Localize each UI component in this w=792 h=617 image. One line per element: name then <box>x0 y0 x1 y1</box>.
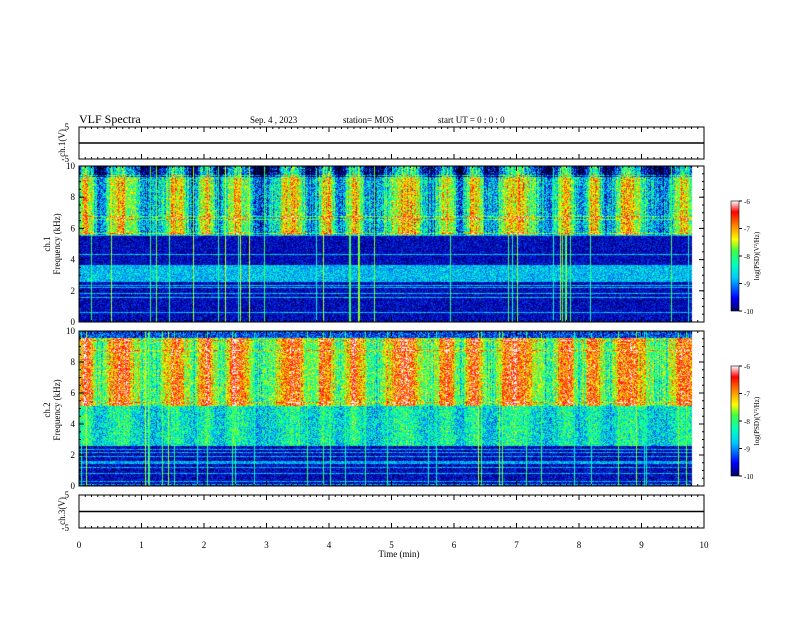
ch3-voltage-ytick-label: 5 <box>65 490 70 500</box>
ch3-voltage-xtick-label: 1 <box>139 540 144 550</box>
colorbar-tick-label: -6 <box>744 363 750 371</box>
ch1-spectrogram-ytick-label: 2 <box>71 286 76 296</box>
ch1-colorbar: -6 -7 -8 -9 -10 log(PSD)(V²/Hz) <box>730 198 761 316</box>
ch1-voltage-panel: 5 -5 <box>62 122 705 164</box>
ch1-frequency-ylabel: Frequency (kHz) <box>52 213 62 274</box>
ch2-channel-label: ch.2 <box>42 402 52 417</box>
ch3-voltage-ylabel: ch.3(V) <box>57 497 67 525</box>
ch1-voltage-ytick-label: 5 <box>65 122 70 132</box>
ch1-spectrogram-panel: 0 2 4 6 8 10 <box>66 161 705 327</box>
ch3-voltage-xtick-label: 7 <box>514 540 519 550</box>
ch1-spectrogram-ytick-label: 8 <box>71 192 76 202</box>
ch3-voltage-panel: 5 -5 0 1 2 3 4 5 6 7 8 9 10 <box>62 490 710 550</box>
ch2-spectrogram-ytick-label: 10 <box>66 326 76 336</box>
ch3-voltage-ytick-label: -5 <box>62 523 70 533</box>
date-label: Sep. 4 , 2023 <box>250 115 298 125</box>
ch1-spectrogram-ytick-label: 6 <box>71 223 76 233</box>
colorbar-tick-label: -7 <box>744 226 750 234</box>
ch2-spectrogram-panel: 0 2 4 6 8 10 <box>66 326 705 491</box>
colorbar-tick-label: -9 <box>744 446 750 454</box>
colorbar-tick-label: -8 <box>744 418 750 426</box>
colorbar-tick-label: -7 <box>744 391 750 399</box>
start-ut-label: start UT = 0 : 0 : 0 <box>438 115 505 125</box>
x-axis-title: Time (min) <box>379 549 420 559</box>
colorbar-scale <box>730 200 740 312</box>
ch1-voltage-ylabel: ch.1(V) <box>57 129 67 157</box>
ch3-voltage-xtick-label: 5 <box>389 540 394 550</box>
ch3-voltage-xtick-label: 8 <box>577 540 582 550</box>
ch3-voltage-xtick-label: 3 <box>264 540 269 550</box>
colorbar-tick-label: -10 <box>744 473 754 481</box>
ch2-spectrogram-heatmap <box>79 331 704 486</box>
ch2-spectrogram-ytick-label: 2 <box>71 450 76 460</box>
ch3-voltage-xtick-label: 9 <box>639 540 644 550</box>
ch3-voltage-xtick-label: 4 <box>327 540 332 550</box>
colorbar-tick-label: -9 <box>744 281 750 289</box>
ch3-voltage-xtick-label: 10 <box>700 540 710 550</box>
ch1-voltage-ytick-label: -5 <box>62 154 70 164</box>
colorbar-scale <box>730 365 740 477</box>
ch3-voltage-xtick-label: 6 <box>452 540 457 550</box>
colorbar-label: log(PSD)(V²/Hz) <box>753 396 761 445</box>
ch3-voltage-xtick-label: 0 <box>77 540 82 550</box>
ch1-channel-label: ch.1 <box>42 236 52 251</box>
ch1-spectrogram-ytick-label: 0 <box>71 317 76 327</box>
ch2-spectrogram-ytick-label: 6 <box>71 388 76 398</box>
ch2-spectrogram-ytick-label: 8 <box>71 357 76 367</box>
ch2-spectrogram-ytick-label: 0 <box>71 481 76 491</box>
colorbar-tick-label: -6 <box>744 198 750 206</box>
ch1-spectrogram-heatmap <box>79 166 704 322</box>
ch1-spectrogram-ytick-label: 10 <box>66 161 76 171</box>
colorbar-label: log(PSD)(V²/Hz) <box>753 231 761 280</box>
ch3-voltage-xtick-label: 2 <box>202 540 207 550</box>
colorbar-tick-label: -10 <box>744 308 754 316</box>
ch2-spectrogram-ytick-label: 4 <box>71 419 76 429</box>
colorbar-tick-label: -8 <box>744 253 750 261</box>
ch1-spectrogram-ytick-label: 4 <box>71 255 76 265</box>
station-label: station= MOS <box>343 115 394 125</box>
figure-title: VLF Spectra <box>79 112 141 126</box>
ch2-frequency-ylabel: Frequency (kHz) <box>52 379 62 440</box>
ch2-colorbar: -6 -7 -8 -9 -10 log(PSD)(V²/Hz) <box>730 363 761 481</box>
